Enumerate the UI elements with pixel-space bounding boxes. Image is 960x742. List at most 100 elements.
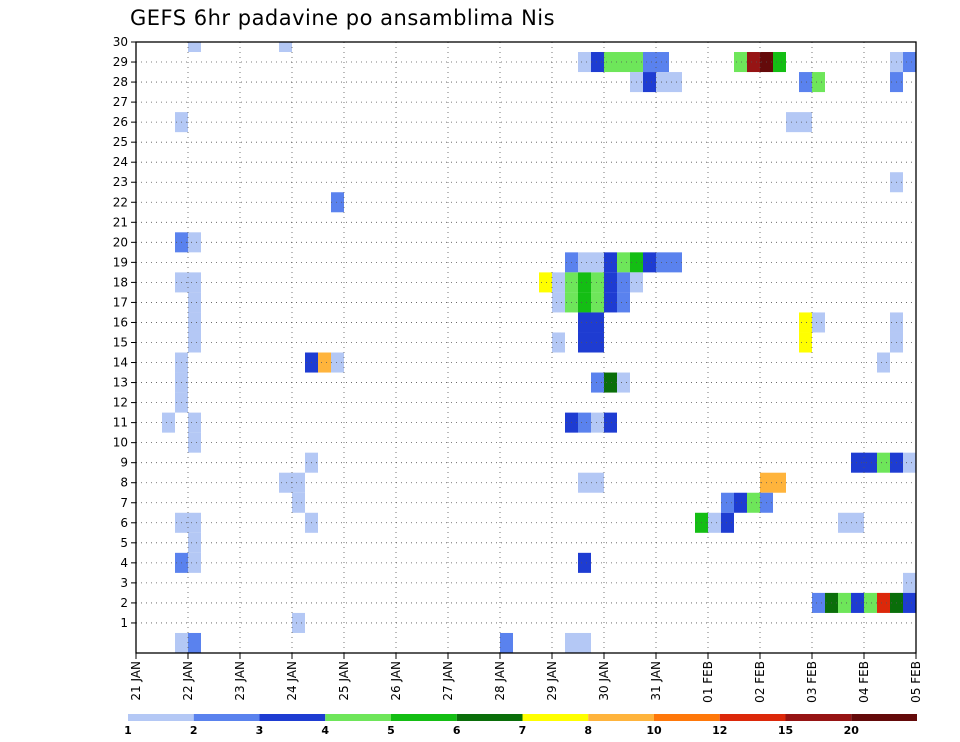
legend-label: 2 (190, 724, 198, 737)
heatmap-cell (734, 52, 747, 73)
heatmap-cell (279, 42, 292, 53)
x-tick-label: 03 FEB (805, 661, 819, 703)
y-tick-label: 7 (120, 496, 128, 510)
y-tick-label: 30 (113, 35, 128, 49)
heatmap-cell (591, 292, 604, 313)
y-tick-label: 12 (113, 396, 128, 410)
x-tick-label: 24 JAN (285, 661, 299, 701)
heatmap-cell (760, 472, 786, 493)
chart-title: GEFS 6hr padavine po ansamblima Nis (130, 6, 556, 30)
y-tick-label: 21 (113, 215, 128, 229)
heatmap-cell (188, 232, 201, 253)
dotted-grid (136, 41, 916, 653)
legend-label: 12 (712, 724, 727, 737)
heatmap-cell (331, 192, 344, 213)
heatmap-cell (188, 312, 201, 333)
x-tick-label: 05 FEB (909, 661, 923, 703)
y-tick-label: 4 (120, 556, 128, 570)
heatmap-cell (799, 312, 812, 333)
y-tick-label: 26 (113, 115, 128, 129)
heatmap-cell (812, 312, 825, 333)
heatmap-cell (604, 52, 643, 73)
legend-swatch (785, 714, 852, 721)
heatmap-cell (162, 412, 175, 433)
x-tick-label: 22 JAN (181, 661, 195, 701)
heatmap-cell (604, 372, 617, 393)
x-tick-label: 28 JAN (493, 661, 507, 701)
y-tick-label: 18 (113, 275, 128, 289)
heatmap-cell (617, 272, 630, 293)
heatmap-cell (747, 492, 760, 513)
y-tick-label: 20 (113, 235, 128, 249)
plot-frame (135, 41, 917, 654)
y-tick-label: 15 (113, 335, 128, 349)
y-tick-label: 10 (113, 436, 128, 450)
x-tick-label: 31 JAN (649, 661, 663, 701)
x-tick-label: 01 FEB (701, 661, 715, 703)
legend-swatch (456, 714, 523, 721)
heatmap-cell (578, 292, 591, 313)
heatmap-cell (773, 52, 786, 73)
legend-label: 20 (844, 724, 860, 737)
x-tick-label: 30 JAN (597, 661, 611, 701)
legend-swatch (522, 714, 589, 721)
heatmap-cell (877, 352, 890, 373)
legend-swatch (259, 714, 326, 721)
legend-label: 7 (519, 724, 527, 737)
heatmap-cell (786, 112, 812, 133)
y-tick-label: 28 (113, 75, 128, 89)
heatmap-cell (604, 292, 617, 313)
y-tick-label: 24 (113, 155, 128, 169)
heatmap-cell (188, 552, 201, 573)
heatmap-cell (591, 272, 604, 293)
legend-swatch (719, 714, 786, 721)
heatmap-cell (799, 72, 812, 93)
legend-label: 6 (453, 724, 461, 737)
legend-label: 8 (584, 724, 592, 737)
heatmap-cell (903, 572, 916, 593)
y-tick-label: 8 (120, 476, 128, 490)
heatmap-cell (656, 72, 682, 93)
legend-label: 1 (124, 724, 132, 737)
y-tick-label: 9 (120, 456, 128, 470)
y-tick-label: 5 (120, 536, 128, 550)
heatmap-cell (812, 72, 825, 93)
heatmap-cell (591, 52, 604, 73)
heatmap-cell (812, 592, 825, 613)
legend-swatch (128, 714, 194, 721)
heatmap-cell (799, 332, 812, 353)
heatmap-cell (578, 272, 591, 293)
heatmap-cell (565, 632, 591, 653)
legend-swatch (654, 714, 720, 721)
heatmap-cell (604, 252, 617, 273)
legend-swatch (851, 714, 917, 721)
heatmap-cell (292, 612, 305, 633)
y-tick-label: 29 (113, 55, 128, 69)
heatmap-cell (643, 72, 656, 93)
x-axis-ticks: 21 JAN 22 JAN 23 JAN 24 JAN 25 JAN 26 JAN 27 J… (129, 653, 923, 703)
y-tick-label: 17 (113, 295, 128, 309)
y-tick-label: 27 (113, 95, 128, 109)
heatmap-cell (578, 552, 591, 573)
heatmap-cell (604, 272, 617, 293)
heatmap-cell (877, 452, 890, 473)
heatmap-cell (721, 492, 734, 513)
heatmap-cell (747, 52, 760, 73)
heatmap-cell (539, 272, 552, 293)
x-tick-label: 26 JAN (389, 661, 403, 701)
heatmap-cell (617, 292, 630, 313)
x-tick-label: 02 FEB (753, 661, 767, 703)
legend-swatch (391, 714, 457, 721)
y-tick-label: 11 (113, 416, 128, 430)
y-tick-label: 3 (120, 576, 128, 590)
legend-label: 10 (646, 724, 662, 737)
heatmap-cell (877, 592, 890, 613)
heatmap-cell (734, 492, 747, 513)
y-tick-label: 14 (113, 356, 128, 370)
heatmap-cell (552, 292, 565, 313)
heatmap-cell (188, 292, 201, 313)
legend-label: 3 (256, 724, 264, 737)
heatmap-cell (188, 42, 201, 53)
heatmap-cell (292, 492, 305, 513)
heatmap-cell (552, 332, 565, 353)
